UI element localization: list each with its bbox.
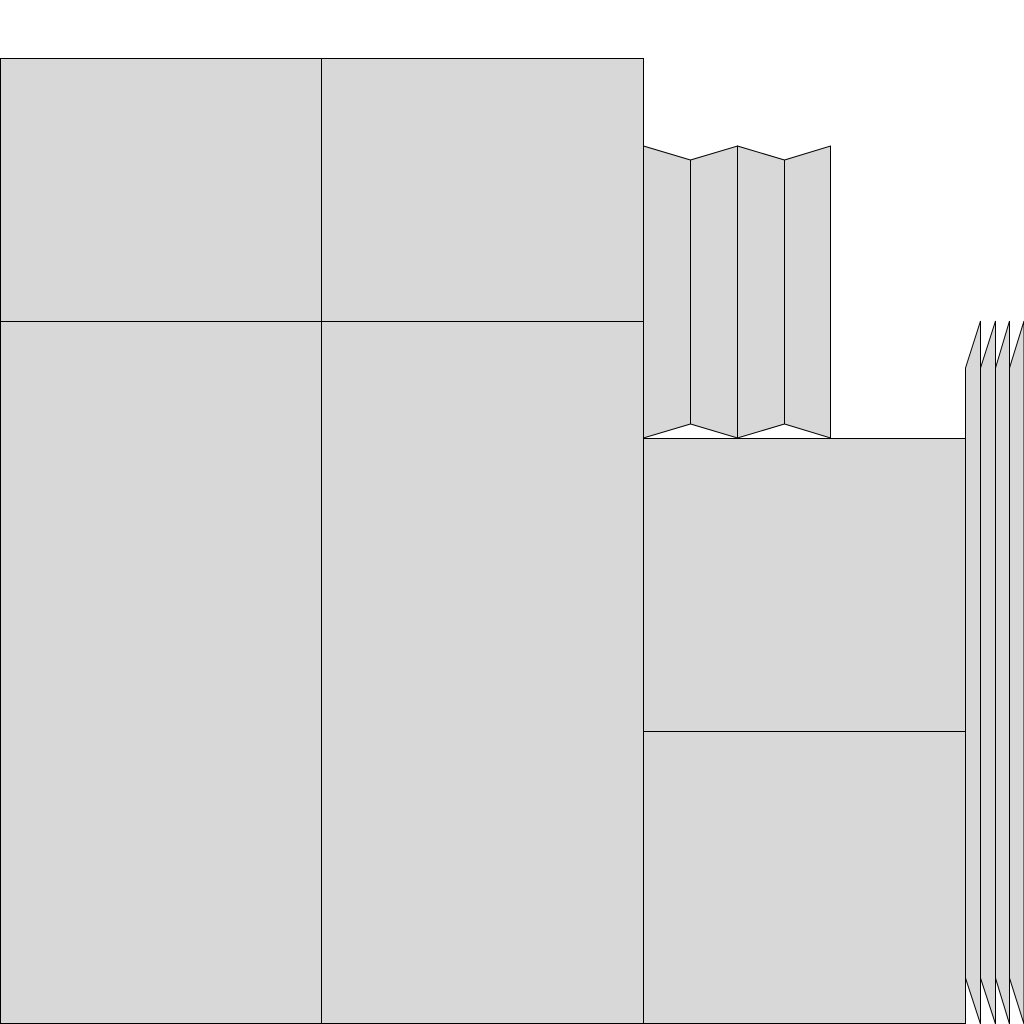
- rectangular-panels: [0, 58, 966, 1024]
- folded-strip: [690, 145, 738, 439]
- folded-strip: [784, 145, 831, 439]
- zigzag-folded-strips: [643, 145, 831, 439]
- slanted-strip: [995, 320, 1010, 1024]
- slanted-edge-strips: [965, 320, 1024, 1024]
- folded-strip: [643, 145, 691, 439]
- panel-right-upper: [643, 438, 966, 732]
- panel-top-middle: [321, 58, 644, 322]
- panel-bottom-left: [0, 321, 322, 1024]
- slanted-strip: [965, 320, 981, 1024]
- panel-right-lower: [643, 731, 966, 1024]
- slanted-strip: [1009, 320, 1024, 1024]
- folded-strip: [737, 145, 785, 439]
- slanted-strip: [980, 320, 996, 1024]
- panel-top-left: [0, 58, 322, 322]
- panel-bottom-middle: [321, 321, 644, 1024]
